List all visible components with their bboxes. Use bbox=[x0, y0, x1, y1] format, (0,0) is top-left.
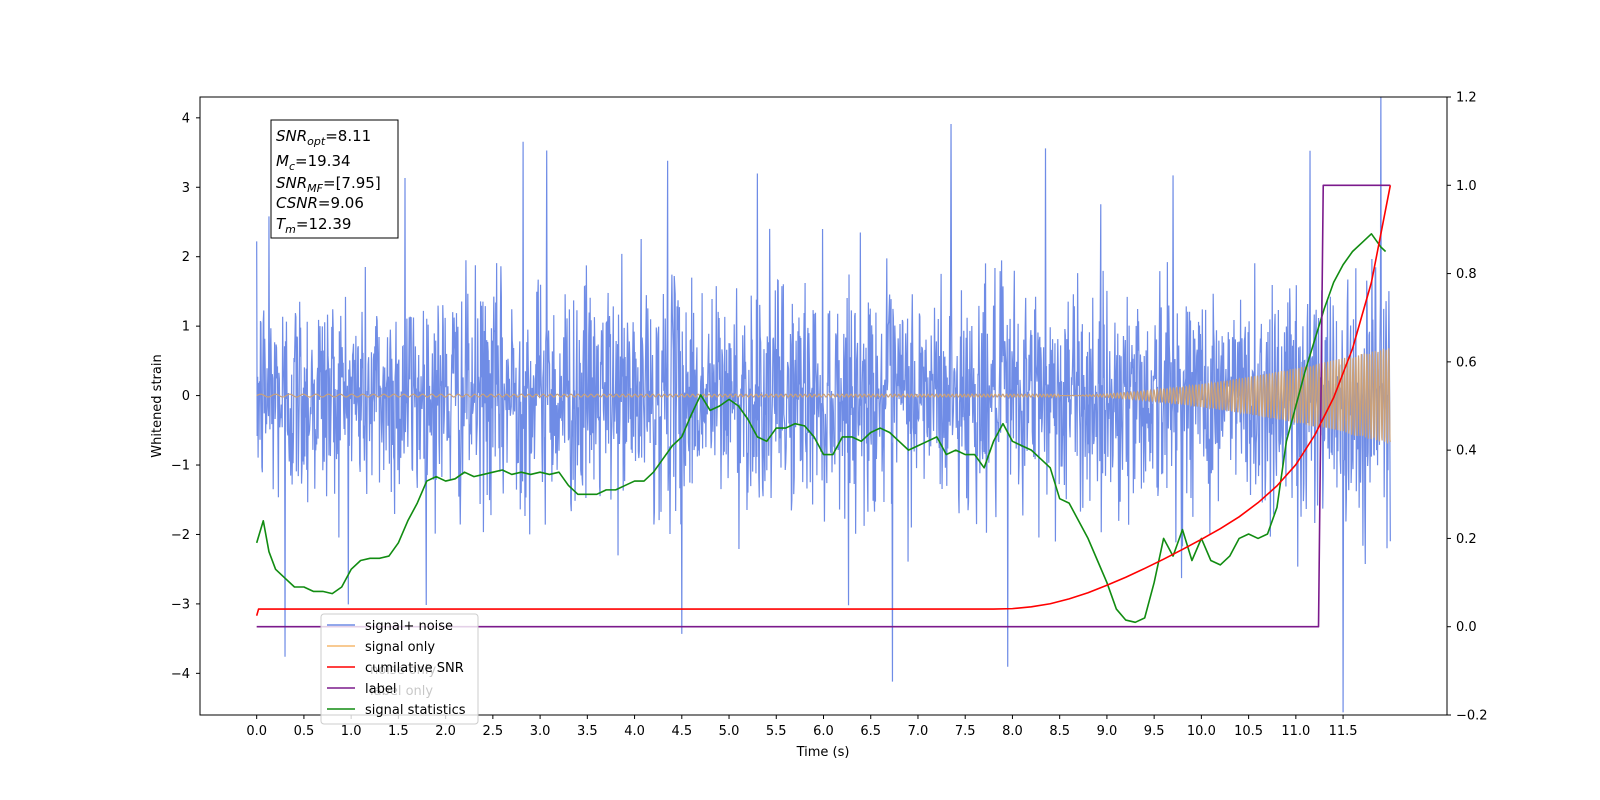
series-signal-statistics bbox=[255, 233, 1387, 624]
y-tick-label: 1 bbox=[182, 320, 190, 335]
y-tick-label: 2 bbox=[182, 250, 190, 265]
x-tick-label: 1.0 bbox=[341, 724, 362, 739]
legend-entry-label: label bbox=[365, 682, 396, 697]
annotation-frame bbox=[270, 119, 399, 239]
legend-ghost-layer: noise only label only bbox=[370, 663, 437, 699]
x-tick-label: 0.0 bbox=[246, 724, 267, 739]
y2-tick-label: 0.2 bbox=[1456, 532, 1477, 547]
y-tick-label: 0 bbox=[182, 389, 190, 404]
y2-tick-label: 0.4 bbox=[1456, 444, 1477, 459]
y-tick-label: −3 bbox=[171, 597, 190, 612]
x-tick-label: 11.5 bbox=[1329, 724, 1358, 739]
y2-tick-label: 0.6 bbox=[1456, 355, 1477, 370]
annotation-snr-mf: SNRMF=[7.95] bbox=[276, 174, 381, 195]
legend-frame bbox=[320, 613, 479, 725]
annotation-box: SNRopt=8.11 Mc=19.34 SNRMF=[7.95] CSNR=9… bbox=[270, 119, 399, 239]
legend-entry-noise: signal+ noise bbox=[365, 619, 453, 634]
legend-ghost-entry: label only bbox=[370, 684, 433, 699]
y-tick-label: −4 bbox=[171, 667, 190, 682]
y-tick-label: 4 bbox=[182, 111, 190, 126]
annotation-mc: Mc=19.34 bbox=[276, 152, 351, 173]
x-tick-label: 2.0 bbox=[435, 724, 456, 739]
series-cumulative-snr bbox=[255, 185, 1392, 616]
x-tick-label: 3.0 bbox=[530, 724, 551, 739]
x-tick-label: 10.0 bbox=[1187, 724, 1216, 739]
annotation-tm: Tm=12.39 bbox=[276, 215, 351, 236]
series-signal-noise bbox=[256, 97, 1391, 713]
y2-tick-label: 1.2 bbox=[1456, 91, 1477, 106]
x-tick-label: 4.5 bbox=[671, 724, 692, 739]
y2-tick-label: 0.8 bbox=[1456, 267, 1477, 282]
x-tick-label: 8.5 bbox=[1049, 724, 1070, 739]
x-tick-label: 6.5 bbox=[860, 724, 881, 739]
annotation-snr-opt: SNRopt=8.11 bbox=[276, 127, 371, 148]
y2-tick-label: 0.0 bbox=[1456, 620, 1477, 635]
legend-entry-stats: signal statistics bbox=[365, 703, 466, 718]
x-tick-label: 8.0 bbox=[1002, 724, 1023, 739]
x-tick-label: 2.5 bbox=[483, 724, 504, 739]
x-tick-label: 4.0 bbox=[624, 724, 645, 739]
x-axis: 0.0 0.5 1.0 1.5 2.0 2.5 3.0 3.5 4.0 4.5 5.0 5.5 6.0 6… bbox=[246, 715, 1358, 739]
x-tick-label: 3.5 bbox=[577, 724, 598, 739]
legend-entry-signal: signal only bbox=[365, 640, 435, 655]
x-tick-label: 7.0 bbox=[908, 724, 929, 739]
series-signal-only bbox=[256, 348, 1391, 444]
annotation-csnr: CSNR=9.06 bbox=[276, 194, 364, 212]
x-axis-label: Time (s) bbox=[796, 745, 850, 760]
y-axis-right: 1.2 1.0 0.8 0.6 0.4 0.2 0.0 −0.2 bbox=[1447, 91, 1488, 724]
x-tick-label: 11.0 bbox=[1281, 724, 1310, 739]
legend-ghost-entry: noise only bbox=[370, 663, 437, 678]
y-tick-label: −2 bbox=[171, 528, 190, 543]
x-tick-label: 6.0 bbox=[813, 724, 834, 739]
series-label bbox=[256, 184, 1391, 628]
y-tick-label: 3 bbox=[182, 181, 190, 196]
x-tick-label: 0.5 bbox=[294, 724, 315, 739]
x-tick-label: 9.5 bbox=[1144, 724, 1165, 739]
x-tick-label: 5.0 bbox=[719, 724, 740, 739]
series-layer bbox=[255, 97, 1392, 713]
x-tick-label: 9.0 bbox=[1097, 724, 1118, 739]
x-tick-label: 10.5 bbox=[1234, 724, 1263, 739]
y-axis-left: 4 3 2 1 0 −1 −2 −3 −4 bbox=[171, 111, 200, 682]
legend: noise only label only signal+ noise sign… bbox=[320, 613, 479, 725]
legend-entry-snr: cumilative SNR bbox=[365, 661, 464, 676]
x-tick-label: 5.5 bbox=[766, 724, 787, 739]
y2-tick-label: −0.2 bbox=[1456, 709, 1488, 724]
y2-tick-label: 1.0 bbox=[1456, 179, 1477, 194]
y-axis-label: Whitened strain bbox=[150, 354, 165, 457]
y-tick-label: −1 bbox=[171, 459, 190, 474]
x-tick-label: 1.5 bbox=[388, 724, 409, 739]
x-tick-label: 7.5 bbox=[955, 724, 976, 739]
